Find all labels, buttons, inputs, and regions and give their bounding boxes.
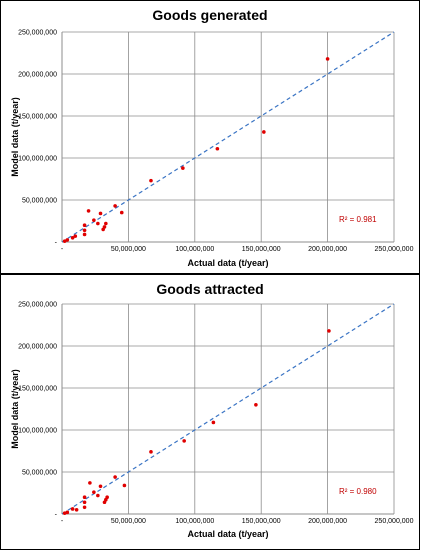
data-point: [98, 484, 103, 489]
x-tick-label: 150,000,000: [242, 518, 281, 525]
data-point: [122, 483, 127, 488]
y-tick-label: 250,000,000: [18, 302, 57, 309]
chart-goods-generated: Goods generated -- 50,000,000 50,000,000 100…: [10, 7, 414, 268]
x-tick-label: -: [61, 246, 64, 253]
data-point: [182, 439, 186, 443]
chart-title: Goods generated: [152, 7, 267, 23]
data-point: [70, 507, 75, 511]
data-point: [149, 450, 153, 454]
data-point: [92, 490, 96, 494]
data-point: [82, 223, 87, 227]
data-point: [65, 238, 70, 242]
x-tick-label: 250,000,000: [375, 246, 414, 253]
data-point: [327, 329, 331, 333]
y-tick-label: 100,000,000: [18, 156, 57, 163]
data-point: [96, 221, 100, 226]
data-point: [102, 225, 107, 229]
data-point: [211, 420, 216, 425]
y-tick-label: 150,000,000: [18, 114, 57, 121]
trendline: [61, 31, 395, 243]
data-point: [82, 505, 87, 510]
y-tick-label: -: [55, 512, 58, 519]
data-point: [262, 130, 266, 134]
data-point: [82, 495, 87, 499]
y-tick-label: 50,000,000: [22, 198, 57, 205]
data-point: [86, 209, 91, 213]
data-point: [325, 57, 330, 61]
x-tick-label: 200,000,000: [308, 246, 347, 253]
data-point: [98, 211, 103, 216]
y-axis-title: Model data (t/year): [10, 369, 20, 449]
y-tick-label: 200,000,000: [18, 72, 57, 79]
trendline: [61, 303, 395, 515]
data-point: [70, 236, 75, 240]
x-tick-label: 100,000,000: [175, 518, 214, 525]
y-tick-label: -: [55, 240, 58, 247]
chart-goods-attracted: Goods attracted -- 50,000,000 50,000,000 100…: [10, 281, 414, 539]
data-point: [181, 166, 185, 170]
y-tick-label: 150,000,000: [18, 386, 57, 393]
data-point: [82, 228, 87, 233]
data-point: [113, 475, 117, 479]
x-tick-label: 100,000,000: [175, 246, 214, 253]
data-point: [73, 234, 78, 238]
data-point: [254, 403, 258, 407]
data-point: [149, 178, 153, 183]
y-tick-label: 200,000,000: [18, 344, 57, 351]
data-point: [88, 481, 92, 485]
data-point: [82, 500, 87, 505]
data-point: [92, 218, 96, 222]
data-point: [96, 493, 100, 498]
x-axis-title: Actual data (t/year): [187, 529, 268, 539]
data-point: [104, 221, 108, 226]
data-point: [119, 210, 124, 215]
data-point: [105, 495, 109, 499]
y-axis-title: Model data (t/year): [10, 97, 20, 177]
y-tick-label: 100,000,000: [18, 428, 57, 435]
data-point: [113, 204, 117, 208]
data-point: [65, 510, 70, 515]
x-tick-label: 250,000,000: [375, 518, 414, 525]
x-tick-label: 50,000,000: [111, 246, 146, 253]
x-tick-label: 150,000,000: [242, 246, 281, 253]
x-tick-label: -: [61, 518, 64, 525]
data-point: [215, 146, 220, 151]
chart-title: Goods attracted: [156, 281, 263, 297]
y-tick-label: 50,000,000: [22, 470, 57, 477]
r-squared-annotation: R² = 0.980: [339, 487, 377, 496]
y-tick-label: 250,000,000: [18, 30, 57, 37]
data-point: [74, 508, 79, 512]
x-tick-label: 200,000,000: [308, 518, 347, 525]
x-axis-title: Actual data (t/year): [187, 258, 268, 268]
data-point: [82, 232, 87, 237]
x-tick-label: 50,000,000: [111, 518, 146, 525]
r-squared-annotation: R² = 0.981: [339, 215, 377, 224]
